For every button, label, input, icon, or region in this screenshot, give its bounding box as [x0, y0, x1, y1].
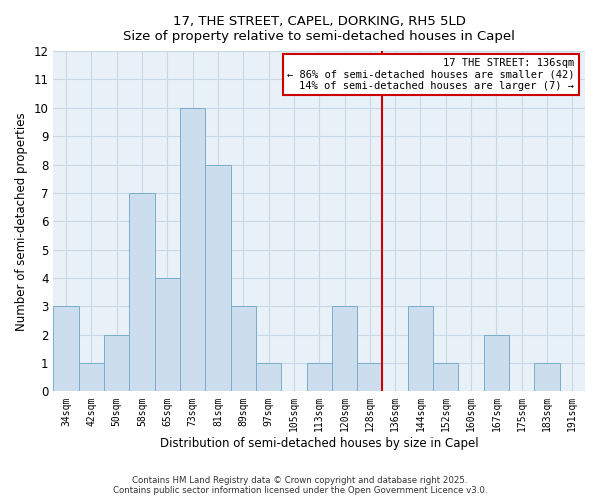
Bar: [307, 363, 332, 392]
Bar: [230, 306, 256, 392]
Bar: [130, 193, 155, 392]
Bar: [79, 363, 104, 392]
Y-axis label: Number of semi-detached properties: Number of semi-detached properties: [15, 112, 28, 330]
X-axis label: Distribution of semi-detached houses by size in Capel: Distribution of semi-detached houses by …: [160, 437, 479, 450]
Bar: [155, 278, 180, 392]
Text: 17 THE STREET: 136sqm
← 86% of semi-detached houses are smaller (42)
14% of semi: 17 THE STREET: 136sqm ← 86% of semi-deta…: [287, 58, 574, 91]
Bar: [53, 306, 79, 392]
Bar: [256, 363, 281, 392]
Bar: [408, 306, 433, 392]
Bar: [433, 363, 458, 392]
Bar: [484, 334, 509, 392]
Bar: [332, 306, 357, 392]
Bar: [180, 108, 205, 392]
Bar: [535, 363, 560, 392]
Title: 17, THE STREET, CAPEL, DORKING, RH5 5LD
Size of property relative to semi-detach: 17, THE STREET, CAPEL, DORKING, RH5 5LD …: [123, 15, 515, 43]
Bar: [104, 334, 130, 392]
Text: Contains HM Land Registry data © Crown copyright and database right 2025.
Contai: Contains HM Land Registry data © Crown c…: [113, 476, 487, 495]
Bar: [357, 363, 382, 392]
Bar: [205, 164, 230, 392]
